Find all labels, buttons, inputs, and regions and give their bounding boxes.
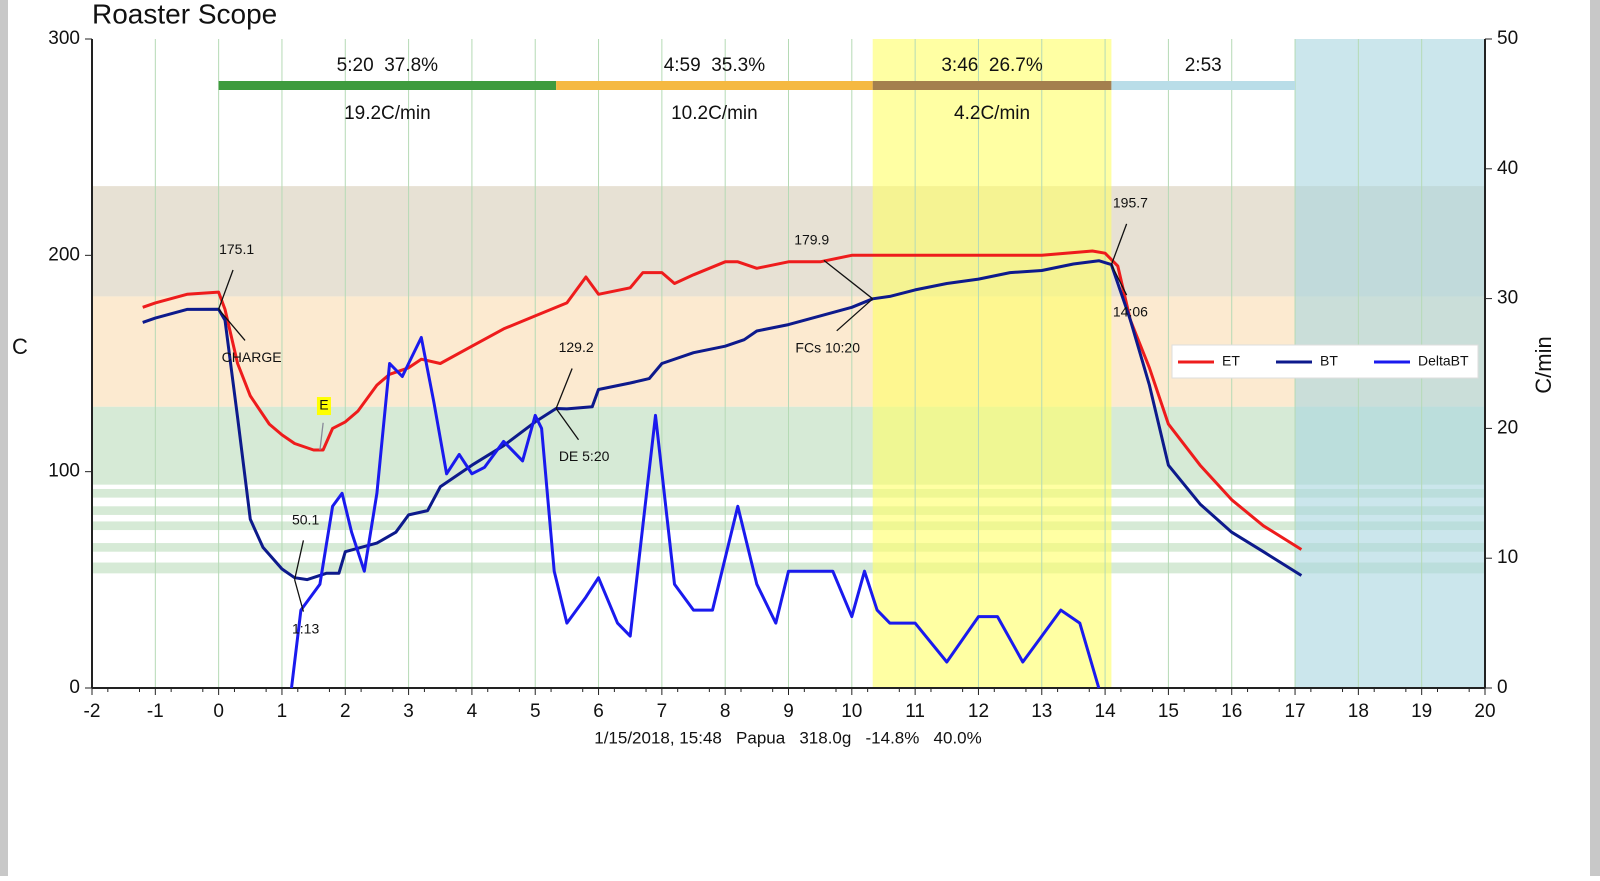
y-tick-label: 0	[69, 677, 80, 698]
annotation-leader	[555, 408, 580, 441]
x-tick-label: 18	[1348, 701, 1369, 722]
y-tick-label: 300	[48, 28, 80, 49]
annotation: 195.7	[1113, 194, 1148, 210]
phase-bar	[872, 81, 1112, 90]
annotation-leader	[218, 269, 234, 310]
y2-tick-label: 50	[1497, 28, 1518, 49]
phase-label: 4:59 35.3%	[664, 55, 766, 76]
phase-label: 5:20 37.8%	[337, 55, 439, 76]
annotation: E	[319, 397, 328, 413]
y2-tick-label: 0	[1497, 677, 1508, 698]
x-tick-label: 9	[783, 701, 794, 722]
x-tick-label: 20	[1474, 701, 1495, 722]
annotation: 50.1	[292, 511, 319, 527]
annotation: 129.2	[559, 339, 594, 355]
legend: ET BT DeltaBT	[1171, 344, 1479, 379]
phase-label: 3:46 26.7%	[941, 55, 1043, 76]
y2-tick-label: 30	[1497, 288, 1518, 309]
annotation-leader	[555, 368, 573, 409]
x-tick-label: -2	[84, 701, 101, 722]
x-tick-label: 3	[403, 701, 414, 722]
x-tick-label: 16	[1221, 701, 1242, 722]
x-tick-label: 7	[657, 701, 668, 722]
y-tick-label: 200	[48, 244, 80, 265]
x-tick-label: 1	[277, 701, 288, 722]
x-tick-label: 10	[841, 701, 862, 722]
phase-bar	[1111, 81, 1296, 90]
y-axis-label: C	[12, 334, 28, 359]
annotation: 175.1	[219, 241, 254, 257]
legend-box	[1171, 344, 1479, 379]
annotation-leader	[1110, 223, 1128, 265]
phase-rate: 19.2C/min	[344, 103, 431, 124]
x-tick-label: 8	[720, 701, 731, 722]
x-tick-label: 14	[1095, 701, 1117, 722]
phase-label: 2:53	[1185, 55, 1222, 76]
phase-rate: 10.2C/min	[671, 103, 758, 124]
y2-axis-label: C/min	[1531, 336, 1556, 393]
x-tick-label: 0	[213, 701, 224, 722]
x-tick-label: 12	[968, 701, 989, 722]
legend-label: BT	[1320, 353, 1338, 369]
x-tick-label: 17	[1284, 701, 1305, 722]
x-tick-label: 2	[340, 701, 351, 722]
y2-tick-label: 20	[1497, 417, 1518, 438]
legend-label: ET	[1222, 353, 1240, 369]
annotation-leader	[218, 308, 246, 341]
annotation: FCs 10:20	[795, 340, 860, 356]
annotation-leader	[293, 540, 305, 580]
plot: 5:20 37.8% 19.2C/min 4:59 35.3% 10.2C/min 3:…	[142, 55, 1479, 689]
x-tick-label: 15	[1158, 701, 1179, 722]
x-tick-label: 11	[905, 701, 925, 722]
x-tick-label: 4	[467, 701, 478, 722]
annotation-leader	[293, 579, 305, 612]
chart-title: Roaster Scope	[92, 0, 277, 29]
annotation: CHARGE	[222, 349, 282, 365]
window-edge	[0, 0, 8, 876]
annotation-leader	[1110, 264, 1128, 296]
y-tick-label: 100	[48, 461, 80, 482]
annotation-leader	[319, 422, 324, 451]
series-line	[142, 259, 1303, 582]
annotation: 179.9	[794, 232, 829, 248]
annotation: 1:13	[292, 620, 319, 636]
annotation: 14:06	[1113, 303, 1148, 319]
annotation: DE 5:20	[559, 448, 610, 464]
y2-tick-label: 10	[1497, 547, 1518, 568]
event-box	[316, 397, 331, 416]
y2-tick-label: 40	[1497, 158, 1518, 179]
x-region	[872, 39, 1112, 688]
annotation-leader	[836, 298, 874, 332]
window-edge	[1590, 0, 1600, 876]
x-tick-label: 6	[593, 701, 604, 722]
x-tick-label: 13	[1031, 701, 1052, 722]
series-line	[142, 249, 1303, 551]
phase-bar	[556, 81, 873, 90]
series-line	[290, 336, 1101, 689]
legend-label: DeltaBT	[1418, 353, 1469, 369]
x-tick-label: 5	[530, 701, 541, 722]
footer: 1/15/2018, 15:48 Papua 318.0g -14.8% 40.…	[594, 728, 982, 747]
phase-rate: 4.2C/min	[954, 103, 1030, 124]
x-tick-label: 19	[1411, 701, 1432, 722]
annotation-leader	[823, 259, 874, 300]
x-tick-label: -1	[147, 701, 164, 722]
phase-bar	[218, 81, 557, 90]
